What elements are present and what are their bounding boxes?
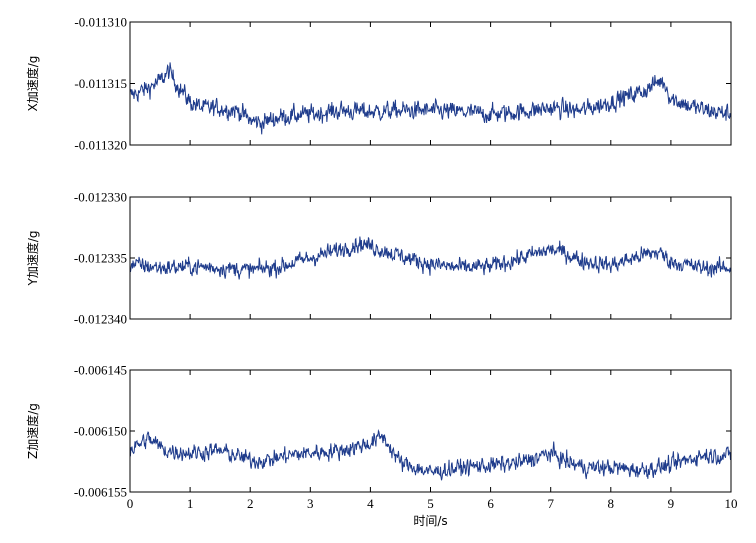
y-tick-label: -0.011315 [74,76,127,91]
x-tick-label: 6 [487,496,494,511]
plot-frame [129,21,732,146]
y-tick-label: -0.006155 [74,485,127,500]
y-tick-label: -0.012335 [74,251,127,266]
series-line [129,62,732,135]
y-axis-label: X加速度/g [25,56,40,112]
x-tick-label: 3 [307,496,314,511]
x-tick-label: 4 [367,496,374,511]
x-tick-label: 7 [547,496,554,511]
y-tick-label: -0.012330 [74,190,127,205]
y-tick-label: -0.006150 [74,424,127,439]
series-line [129,236,732,280]
y-axis-label: Y加速度/g [25,231,40,287]
x-axis-label: 时间/s [413,514,447,528]
subplot-3: 0 1 2 3 4 5 6 7 8 9 10 -0.006145 -0.006150 -0.006155 Z… [25,363,738,529]
x-tick-label: 8 [608,496,615,511]
x-tick-label: 10 [725,496,738,511]
subplot-2: -0.012330 -0.012335 -0.012340 Y加速度/g [25,190,732,327]
y-tick-label: -0.006145 [74,363,127,378]
subplot-1: -0.011310 -0.011315 -0.011320 X加速度/g [25,15,732,153]
plot-frame [129,369,732,493]
y-tick-label: -0.011320 [74,138,127,153]
x-tick-label: 1 [187,496,194,511]
y-axis-label: Z加速度/g [25,403,40,459]
x-tick-label: 9 [668,496,675,511]
y-tick-label: -0.012340 [74,312,127,327]
y-tick-label: -0.011310 [74,15,127,30]
x-tick-label: 0 [127,496,134,511]
series-line [129,429,732,481]
x-tick-label: 5 [427,496,434,511]
x-tick-label: 2 [247,496,254,511]
